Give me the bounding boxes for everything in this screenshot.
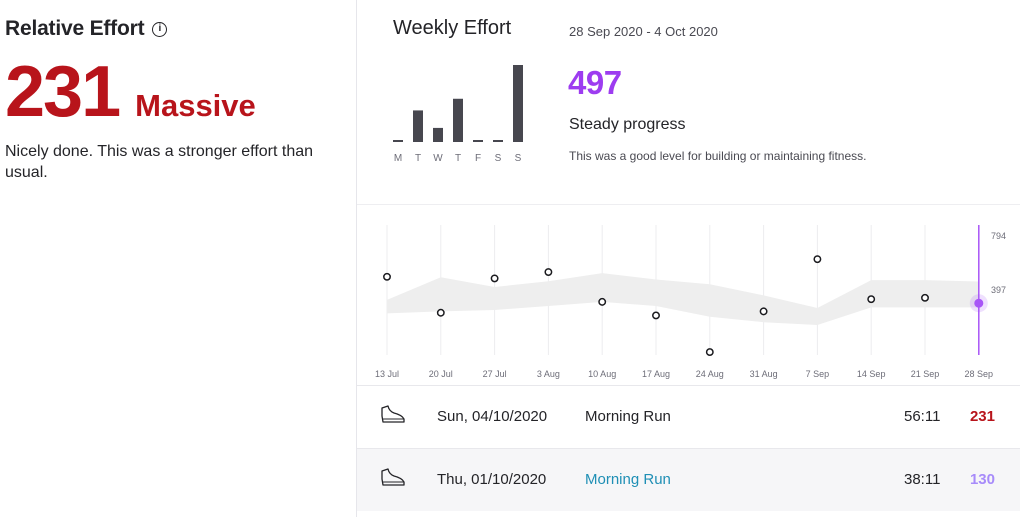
weekly-day-label: S (515, 153, 522, 164)
activity-time: 56:11 (904, 408, 941, 425)
data-point[interactable] (652, 311, 660, 320)
data-point[interactable] (544, 268, 553, 276)
x-tick-label: 13 Jul (375, 369, 399, 379)
data-point[interactable] (867, 295, 876, 304)
weekly-bar (473, 140, 483, 142)
activity-time: 38:11 (904, 471, 941, 488)
weekly-day-label: W (433, 153, 443, 164)
y-tick-label: 794 (991, 231, 1006, 241)
activity-list: Sun, 04/10/2020 Morning Run 56:11 231 Th… (357, 385, 1020, 511)
chart-divider (357, 204, 1020, 205)
weekly-effort-title: Weekly Effort (393, 17, 512, 39)
x-tick-label: 10 Aug (588, 369, 616, 379)
score-row: 231 Massive (5, 56, 256, 128)
weekly-effort-description: This was a good level for building or ma… (569, 149, 867, 163)
data-point[interactable] (383, 272, 391, 281)
weekly-day-label: M (394, 153, 402, 164)
weekly-effort-total: 497 (568, 64, 622, 101)
relative-effort-title: Relative Effort (5, 17, 145, 40)
y-tick-label: 397 (991, 285, 1006, 295)
weekly-date-range: 28 Sep 2020 - 4 Oct 2020 (569, 24, 718, 39)
x-tick-label: 14 Sep (857, 369, 886, 379)
activity-row[interactable]: Sun, 04/10/2020 Morning Run 56:11 231 (357, 385, 1020, 448)
weekly-day-label: S (495, 153, 502, 164)
relative-effort-description: Nicely done. This was a stronger effort … (5, 143, 314, 181)
weekly-bar (393, 140, 403, 142)
weekly-bar (433, 127, 443, 142)
x-tick-label: 3 Aug (537, 369, 560, 379)
weekly-day-label: F (475, 153, 481, 164)
weekly-effort-status: Steady progress (569, 116, 686, 133)
x-tick-label: 28 Sep (965, 369, 994, 379)
x-tick-label: 17 Aug (642, 369, 670, 379)
x-tick-label: 24 Aug (696, 369, 724, 379)
shoe-icon (381, 468, 405, 486)
data-point[interactable] (813, 255, 822, 264)
data-point[interactable] (705, 348, 714, 357)
activity-name[interactable]: Morning Run (585, 408, 671, 425)
weekly-effort-panel: Weekly Effort M T W T F S S 28 Sep 2020 - 4 Oc… (357, 0, 1020, 517)
data-point[interactable] (759, 307, 768, 316)
panel-divider (356, 0, 357, 517)
shoe-icon (381, 405, 405, 423)
weekly-day-label: T (455, 153, 461, 164)
info-icon[interactable]: i (152, 21, 168, 37)
weekly-day-label: T (415, 153, 421, 164)
activity-effort: 130 (969, 471, 995, 488)
activity-row[interactable]: Thu, 01/10/2020 Morning Run 38:11 130 (357, 448, 1020, 511)
x-tick-label: 21 Sep (911, 369, 940, 379)
weekly-bar (493, 140, 503, 142)
data-point[interactable] (598, 297, 607, 306)
weekly-bar (453, 98, 463, 142)
x-tick-label: 20 Jul (429, 369, 453, 379)
relative-effort-panel: Relative Effort i 231 Massive Nicely don… (0, 0, 356, 517)
activity-effort: 231 (969, 408, 995, 425)
relative-effort-score: 231 (5, 52, 121, 132)
activity-date: Thu, 01/10/2020 (437, 471, 547, 488)
activity-name-link[interactable]: Morning Run (585, 471, 671, 488)
relative-effort-header: Relative Effort i (5, 17, 168, 41)
effort-range-band (387, 273, 979, 325)
weekly-bar (413, 110, 423, 142)
x-tick-label: 27 Jul (483, 369, 507, 379)
effort-trend-chart: 13 Jul 20 Jul 27 Jul 3 Aug 10 Aug 17 Aug 24 Au… (375, 225, 1006, 379)
activity-date: Sun, 04/10/2020 (437, 408, 548, 425)
relative-effort-level: Massive (135, 88, 256, 123)
data-point[interactable] (921, 293, 929, 302)
weekly-bar (513, 65, 523, 142)
x-tick-label: 7 Sep (806, 369, 830, 379)
current-week-point[interactable] (974, 298, 984, 308)
x-tick-label: 31 Aug (750, 369, 778, 379)
data-point[interactable] (436, 308, 445, 317)
data-point[interactable] (490, 274, 499, 283)
